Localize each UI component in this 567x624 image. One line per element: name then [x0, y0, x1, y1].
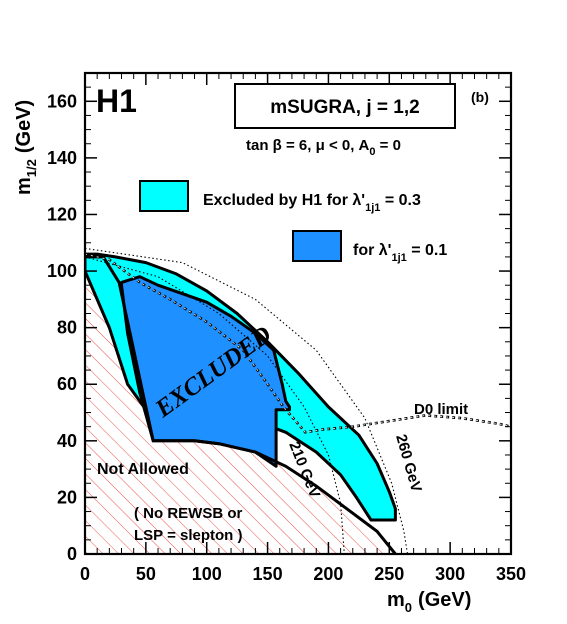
y-tick-label: 80	[57, 318, 77, 338]
contour-260-line	[85, 247, 409, 554]
panel-tag: (b)	[471, 89, 489, 105]
y-tick-label: 140	[47, 148, 77, 168]
model-box	[234, 83, 456, 129]
experiment-label: H1	[96, 83, 137, 119]
y-axis-title: m1/2(GeV)	[13, 100, 39, 195]
x-axis-title: m0 (GeV)	[387, 589, 471, 615]
x-tick-label: 150	[253, 564, 283, 584]
regions-layer	[85, 247, 511, 554]
not-allowed-boundary	[85, 255, 397, 554]
legend-label-0.3: Excluded by H1 for λ'1j1 = 0.3	[203, 192, 421, 214]
y-tick-label: 160	[47, 91, 77, 111]
no-rewsb-label-line2: LSP = slepton )	[134, 527, 243, 544]
d0-limit-line	[85, 252, 511, 434]
not-allowed-label: Not Allowed	[97, 461, 189, 478]
y-tick-label: 20	[57, 487, 77, 507]
legend-swatch-0.1	[292, 230, 342, 262]
params-label: tan β = 6, μ < 0, A0 = 0	[246, 137, 401, 158]
x-tick-label: 0	[80, 564, 90, 584]
y-tick-label: 120	[47, 204, 77, 224]
x-tick-label: 50	[136, 564, 156, 584]
contour-260-label: 260 GeV	[392, 432, 425, 494]
y-tick-label: 40	[57, 431, 77, 451]
d0-limit-label: D0 limit	[414, 401, 468, 418]
legend-swatch-0.3	[139, 180, 189, 212]
y-tick-label: 60	[57, 374, 77, 394]
y-tick-label: 100	[47, 261, 77, 281]
x-tick-label: 350	[496, 564, 526, 584]
model-box-label: mSUGRA, j = 1,2	[270, 97, 419, 118]
y-tick-label: 0	[67, 544, 77, 564]
axis-ticks: 0 50 100 150 200 250 300 350 0 20 40 60 80 100 120 140 1…	[47, 73, 526, 584]
x-tick-label: 100	[192, 564, 222, 584]
contour-210-line	[85, 256, 345, 554]
x-tick-label: 250	[374, 564, 404, 584]
legend-label-0.1: for λ'1j1 = 0.1	[353, 242, 447, 264]
no-rewsb-label-line1: ( No REWSB or	[134, 505, 242, 522]
x-tick-label: 200	[313, 564, 343, 584]
not-allowed-region	[85, 256, 396, 554]
x-tick-label: 300	[435, 564, 465, 584]
